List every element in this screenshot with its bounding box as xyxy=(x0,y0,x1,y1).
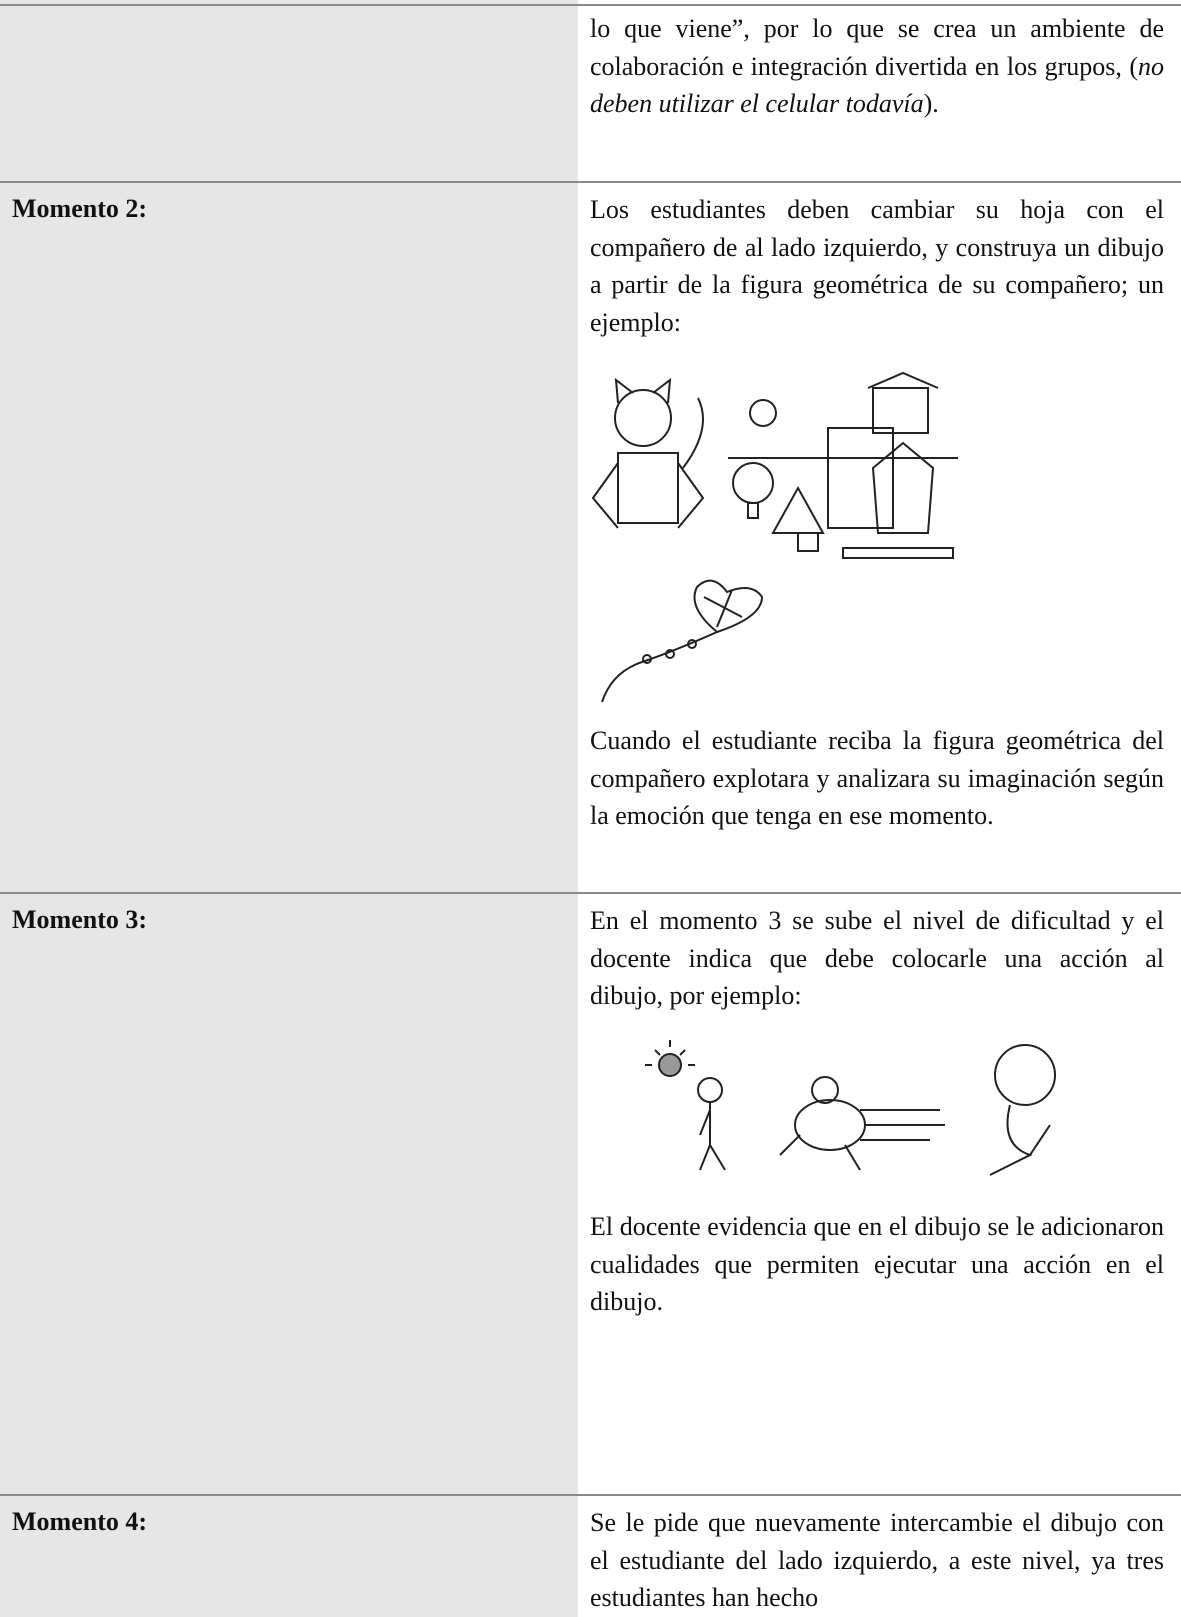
shape xyxy=(665,649,675,659)
text: Los estudiantes deben cambiar su hoja co… xyxy=(590,195,1164,337)
shape xyxy=(732,462,774,504)
row-rule xyxy=(0,4,1181,6)
row-label: Momento 3: xyxy=(12,905,148,934)
paragraph: Cuando el estudiante reciba la figura ge… xyxy=(590,722,1164,835)
shape xyxy=(642,654,652,664)
shape xyxy=(687,639,697,649)
shape xyxy=(645,1040,695,1066)
paragraph: El docente evidencia que en el dibujo se… xyxy=(590,1208,1164,1321)
row-rule xyxy=(0,181,1181,183)
paragraph: lo que viene”, por lo que se crea un amb… xyxy=(590,10,1164,123)
paragraph: Se le pide que nuevamente intercambie el… xyxy=(590,1504,1164,1617)
row-rule xyxy=(0,892,1181,894)
action-drawings xyxy=(645,1025,1085,1180)
shape xyxy=(614,377,672,404)
shape xyxy=(658,1053,682,1077)
shape xyxy=(749,399,777,427)
shape xyxy=(601,631,718,703)
shape xyxy=(989,1104,1051,1176)
shape xyxy=(747,502,759,519)
shape xyxy=(842,547,954,559)
text: Cuando el estudiante reciba la figura ge… xyxy=(590,726,1164,830)
shape xyxy=(617,452,679,524)
paragraph: En el momento 3 se sube el nivel de difi… xyxy=(590,902,1164,1015)
shape xyxy=(811,1076,839,1104)
kite-drawing xyxy=(601,579,764,703)
shape xyxy=(699,1102,726,1171)
shape xyxy=(771,485,825,534)
shape xyxy=(794,1099,866,1151)
row-rule xyxy=(0,1494,1181,1496)
shape xyxy=(779,1109,945,1171)
text: Se le pide que nuevamente intercambie el… xyxy=(590,1508,1164,1612)
shape xyxy=(871,441,935,534)
left-column xyxy=(0,0,578,1617)
shape xyxy=(827,427,894,529)
shape xyxy=(994,1044,1056,1106)
shape xyxy=(693,579,764,634)
shape xyxy=(872,387,929,434)
shape xyxy=(697,1077,723,1103)
row-label: Momento 4: xyxy=(12,1507,148,1536)
shape xyxy=(797,532,819,552)
italic-text: no deben utilizar el celular todavía xyxy=(590,51,1164,119)
example-drawing xyxy=(591,371,958,559)
shape xyxy=(965,1025,1085,1180)
text: lo que viene”, por lo que se crea un amb… xyxy=(590,14,1164,81)
text: ). xyxy=(923,89,939,118)
shape xyxy=(867,371,939,389)
shape xyxy=(614,389,672,447)
text: El docente evidencia que en el dibujo se… xyxy=(590,1212,1164,1316)
paragraph: Los estudiantes deben cambiar su hoja co… xyxy=(590,191,1164,341)
text: En el momento 3 se sube el nivel de difi… xyxy=(590,906,1164,1010)
shape xyxy=(591,397,705,529)
row-label: Momento 2: xyxy=(12,194,148,223)
